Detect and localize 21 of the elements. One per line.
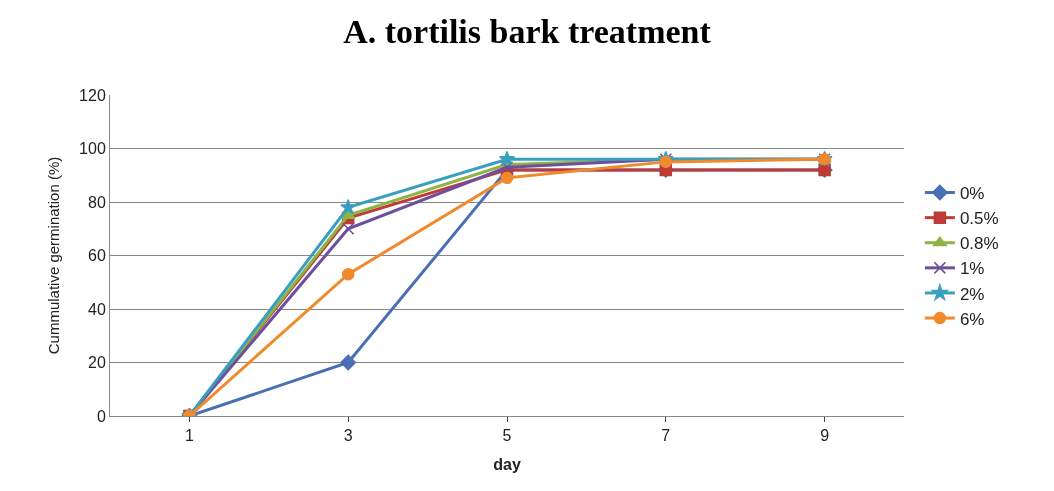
y-tick-label: 0 xyxy=(96,407,106,425)
x-tick-label: 3 xyxy=(343,427,353,445)
legend-label: 6% xyxy=(959,309,985,329)
x-tick-label: 9 xyxy=(820,427,830,445)
x-tick-label: 5 xyxy=(502,427,512,445)
legend-label: 0.8% xyxy=(959,234,999,254)
y-tick-label: 40 xyxy=(88,300,106,318)
chart-title: A. tortilis bark treatment xyxy=(343,13,712,51)
x-tick-label: 1 xyxy=(184,427,194,445)
y-tick-label: 20 xyxy=(88,354,106,372)
legend-label: 2% xyxy=(959,284,985,304)
y-tick-label: 80 xyxy=(88,193,106,211)
x-axis-title: day xyxy=(493,455,521,473)
y-tick-label: 60 xyxy=(88,247,106,265)
legend-label: 0% xyxy=(959,184,985,204)
y-tick-label: 100 xyxy=(79,140,106,158)
legend-label: 0.5% xyxy=(959,209,999,229)
x-tick-label: 7 xyxy=(661,427,671,445)
y-tick-label: 120 xyxy=(79,86,106,104)
y-axis-title: Cummulative germination (%) xyxy=(45,156,63,355)
legend-label: 1% xyxy=(959,259,985,279)
